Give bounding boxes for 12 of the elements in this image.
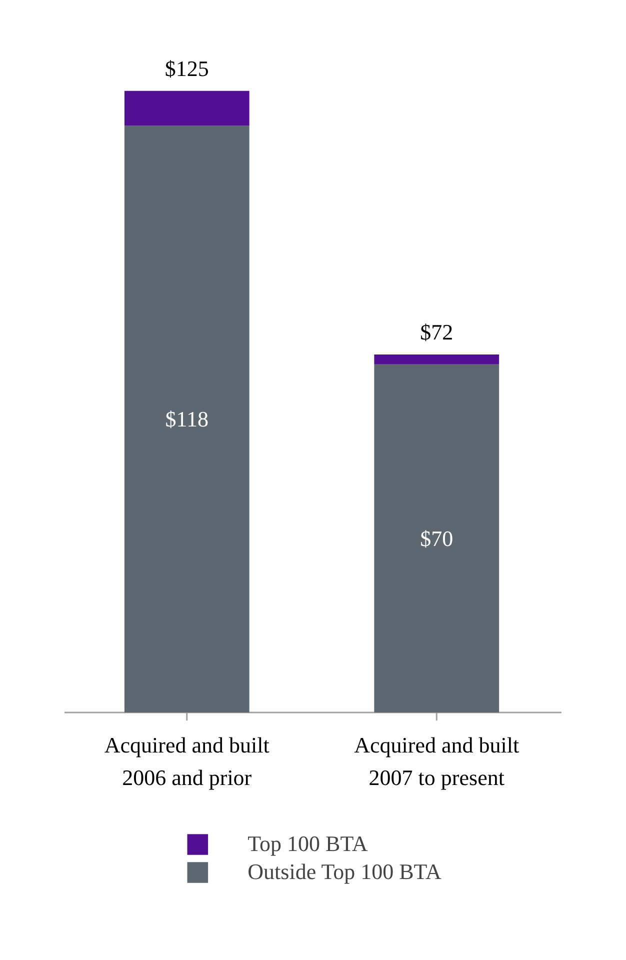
bar — [124, 126, 250, 712]
total-label: $125 — [164, 56, 209, 81]
total-label: $72 — [420, 319, 454, 344]
x-tick-label: Acquired and built 2007 to present — [354, 732, 520, 790]
x-tick-label: Acquired and built 2006 and prior — [104, 732, 270, 790]
bar — [374, 364, 500, 712]
legend-label: Top 100 BTA — [248, 831, 368, 857]
data-label: $118 — [165, 406, 208, 432]
bar — [374, 354, 500, 364]
legend-label: Outside Top 100 BTA — [248, 859, 442, 885]
data-label: $70 — [420, 526, 454, 551]
bar — [124, 90, 250, 126]
